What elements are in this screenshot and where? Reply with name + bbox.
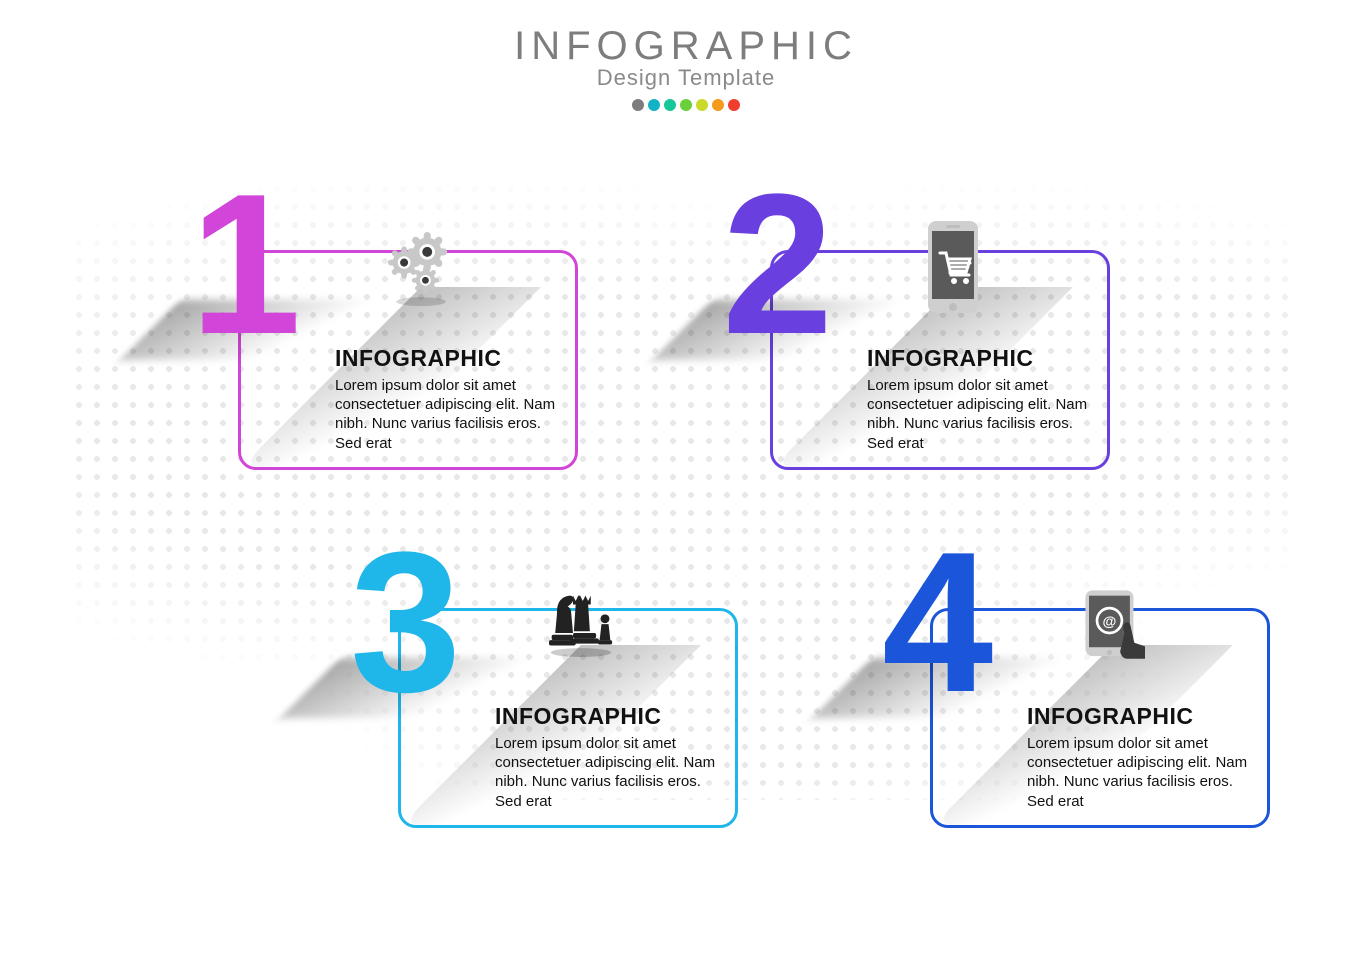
card-content: INFOGRAPHIC Lorem ipsum dolor sit amet co… bbox=[867, 345, 1089, 453]
card-title: INFOGRAPHIC bbox=[495, 703, 717, 730]
gears-icon bbox=[381, 227, 461, 307]
accent-dots bbox=[0, 99, 1372, 111]
header: INFOGRAPHIC Design Template bbox=[0, 24, 1372, 111]
tablet-touch-icon: @ bbox=[1073, 585, 1153, 665]
accent-dot bbox=[696, 99, 708, 111]
card-body: Lorem ipsum dolor sit amet consectetuer … bbox=[867, 376, 1089, 453]
step-number: 3 bbox=[350, 548, 461, 698]
card-title: INFOGRAPHIC bbox=[1027, 703, 1249, 730]
accent-dot bbox=[648, 99, 660, 111]
card-title: INFOGRAPHIC bbox=[335, 345, 557, 372]
step-number: 4 bbox=[882, 548, 993, 698]
accent-dot bbox=[728, 99, 740, 111]
page-title: INFOGRAPHIC bbox=[0, 24, 1372, 69]
svg-text:@: @ bbox=[1103, 614, 1117, 630]
accent-dot bbox=[712, 99, 724, 111]
accent-dot bbox=[632, 99, 644, 111]
card-body: Lorem ipsum dolor sit amet consectetuer … bbox=[335, 376, 557, 453]
page-subtitle: Design Template bbox=[0, 65, 1372, 91]
accent-dot bbox=[664, 99, 676, 111]
card-body: Lorem ipsum dolor sit amet consectetuer … bbox=[1027, 734, 1249, 811]
card-body: Lorem ipsum dolor sit amet consectetuer … bbox=[495, 734, 717, 811]
phone-cart-icon bbox=[913, 227, 993, 307]
step-number: 2 bbox=[722, 190, 833, 340]
chess-icon bbox=[541, 585, 621, 665]
accent-dot bbox=[680, 99, 692, 111]
step-number: 1 bbox=[190, 190, 301, 340]
card-content: INFOGRAPHIC Lorem ipsum dolor sit amet co… bbox=[495, 703, 717, 811]
card-content: INFOGRAPHIC Lorem ipsum dolor sit amet co… bbox=[1027, 703, 1249, 811]
card-title: INFOGRAPHIC bbox=[867, 345, 1089, 372]
card-content: INFOGRAPHIC Lorem ipsum dolor sit amet co… bbox=[335, 345, 557, 453]
